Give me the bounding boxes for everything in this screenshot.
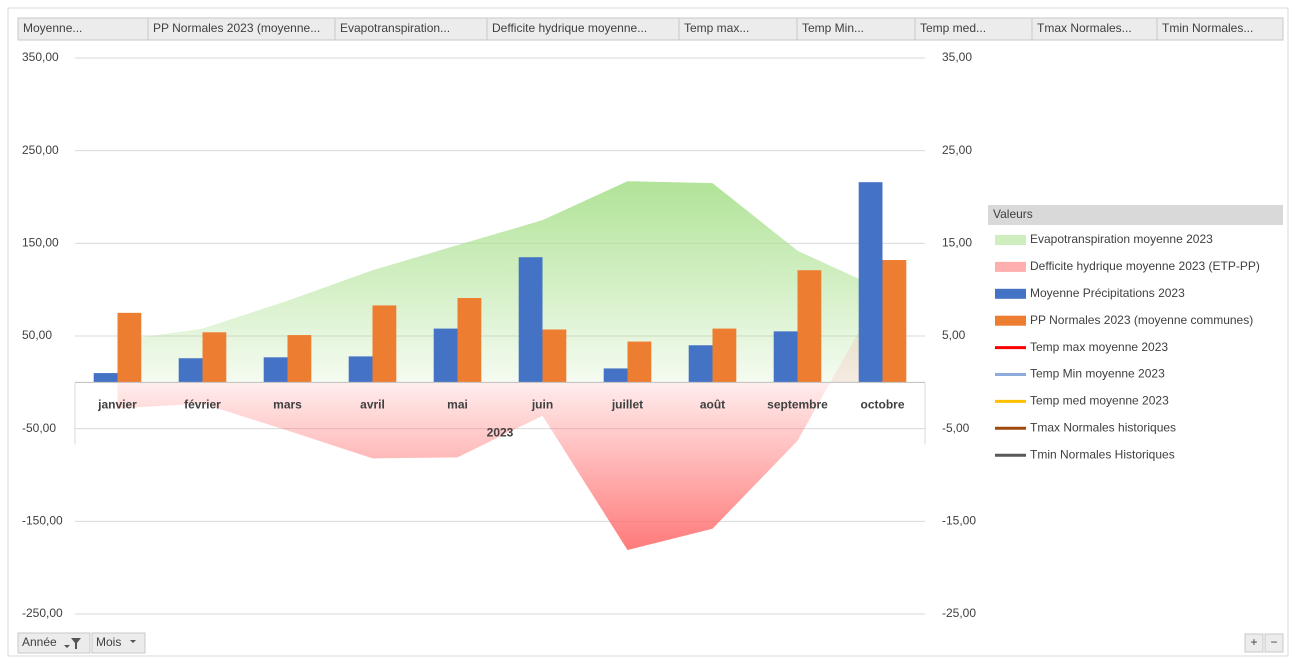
legend-label: Evapotranspiration moyenne 2023 — [1030, 232, 1213, 246]
plus-icon: + — [1250, 635, 1257, 649]
legend-title: Valeurs — [993, 207, 1033, 221]
legend-swatch — [995, 288, 1026, 299]
bar — [712, 328, 737, 383]
x-tick-label: octobre — [860, 398, 904, 412]
field-button-label: Defficite hydrique moyenne... — [492, 21, 647, 35]
legend-label: PP Normales 2023 (moyenne communes) — [1030, 313, 1253, 327]
x-tick-label: mai — [447, 398, 468, 412]
bar — [858, 182, 883, 383]
field-button[interactable] — [1156, 17, 1284, 41]
legend-label: Tmax Normales historiques — [1030, 420, 1176, 434]
y-tick-label: -50,00 — [22, 421, 56, 435]
legend-label: Temp max moyenne 2023 — [1030, 340, 1168, 354]
y2-tick-label: 15,00 — [942, 236, 972, 250]
filter-icon — [71, 638, 81, 649]
x-tick-label: janvier — [97, 398, 137, 412]
legend-swatch — [995, 235, 1026, 245]
y-tick-label: -250,00 — [22, 606, 63, 620]
x-axis-title: 2023 — [487, 426, 514, 440]
bar — [93, 373, 118, 383]
y2-tick-label: -15,00 — [942, 514, 976, 528]
bar — [518, 257, 543, 383]
y-tick-label: -150,00 — [22, 514, 63, 528]
bar — [178, 358, 203, 383]
field-button-label: Moyenne... — [23, 21, 82, 35]
bar — [688, 345, 713, 383]
collapse-button[interactable] — [1264, 633, 1284, 653]
bar — [348, 356, 373, 383]
filter-button[interactable] — [91, 632, 146, 654]
x-tick-label: juillet — [611, 398, 643, 412]
bar — [263, 357, 288, 383]
legend-label: Moyenne Précipitations 2023 — [1030, 286, 1185, 300]
area — [117, 181, 883, 383]
bar — [882, 260, 907, 383]
bar — [542, 329, 567, 383]
minus-icon: − — [1270, 635, 1277, 649]
legend-label: Temp Min moyenne 2023 — [1030, 367, 1165, 381]
bar — [797, 270, 822, 383]
x-tick-label: avril — [360, 398, 385, 412]
bar — [202, 332, 227, 383]
x-tick-label: mars — [273, 398, 302, 412]
field-button-label: Tmin Normales... — [1162, 21, 1253, 35]
x-tick-label: février — [184, 398, 221, 412]
field-button-label: Temp med... — [920, 21, 986, 35]
field-button-label: Tmax Normales... — [1037, 21, 1132, 35]
legend-label: Tmin Normales Historiques — [1030, 447, 1175, 461]
bar — [372, 305, 397, 383]
legend-swatch — [995, 261, 1026, 272]
field-button-label: PP Normales 2023 (moyenne... — [153, 21, 320, 35]
y-tick-label: 250,00 — [22, 143, 59, 157]
y2-tick-label: 5,00 — [942, 328, 966, 342]
y2-tick-label: -25,00 — [942, 606, 976, 620]
field-button-label: Temp Min... — [802, 21, 864, 35]
legend-label: Temp med moyenne 2023 — [1030, 394, 1169, 408]
bar — [117, 312, 142, 383]
legend-label: Defficite hydrique moyenne 2023 (ETP-PP) — [1030, 259, 1260, 273]
expand-button[interactable] — [1244, 633, 1264, 653]
bar — [457, 298, 482, 383]
bar — [287, 335, 312, 383]
filter-button-label: Année — [22, 635, 57, 649]
bar — [603, 368, 628, 383]
legend-header — [988, 205, 1283, 225]
filter-button-label: Mois — [96, 635, 121, 649]
bar — [433, 328, 458, 383]
y-tick-label: 50,00 — [22, 328, 52, 342]
x-tick-label: septembre — [767, 398, 828, 412]
area — [117, 289, 883, 551]
y2-tick-label: -5,00 — [942, 421, 970, 435]
field-button-label: Temp max... — [684, 21, 749, 35]
field-button-label: Evapotranspiration... — [340, 21, 450, 35]
bar — [773, 331, 798, 383]
y-tick-label: 150,00 — [22, 236, 59, 250]
x-tick-label: juin — [531, 398, 553, 412]
y2-tick-label: 25,00 — [942, 143, 972, 157]
x-tick-label: août — [700, 398, 725, 412]
y-tick-label: 350,00 — [22, 50, 59, 64]
y2-tick-label: 35,00 — [942, 50, 972, 64]
bar — [627, 341, 652, 383]
legend-swatch — [995, 315, 1026, 326]
